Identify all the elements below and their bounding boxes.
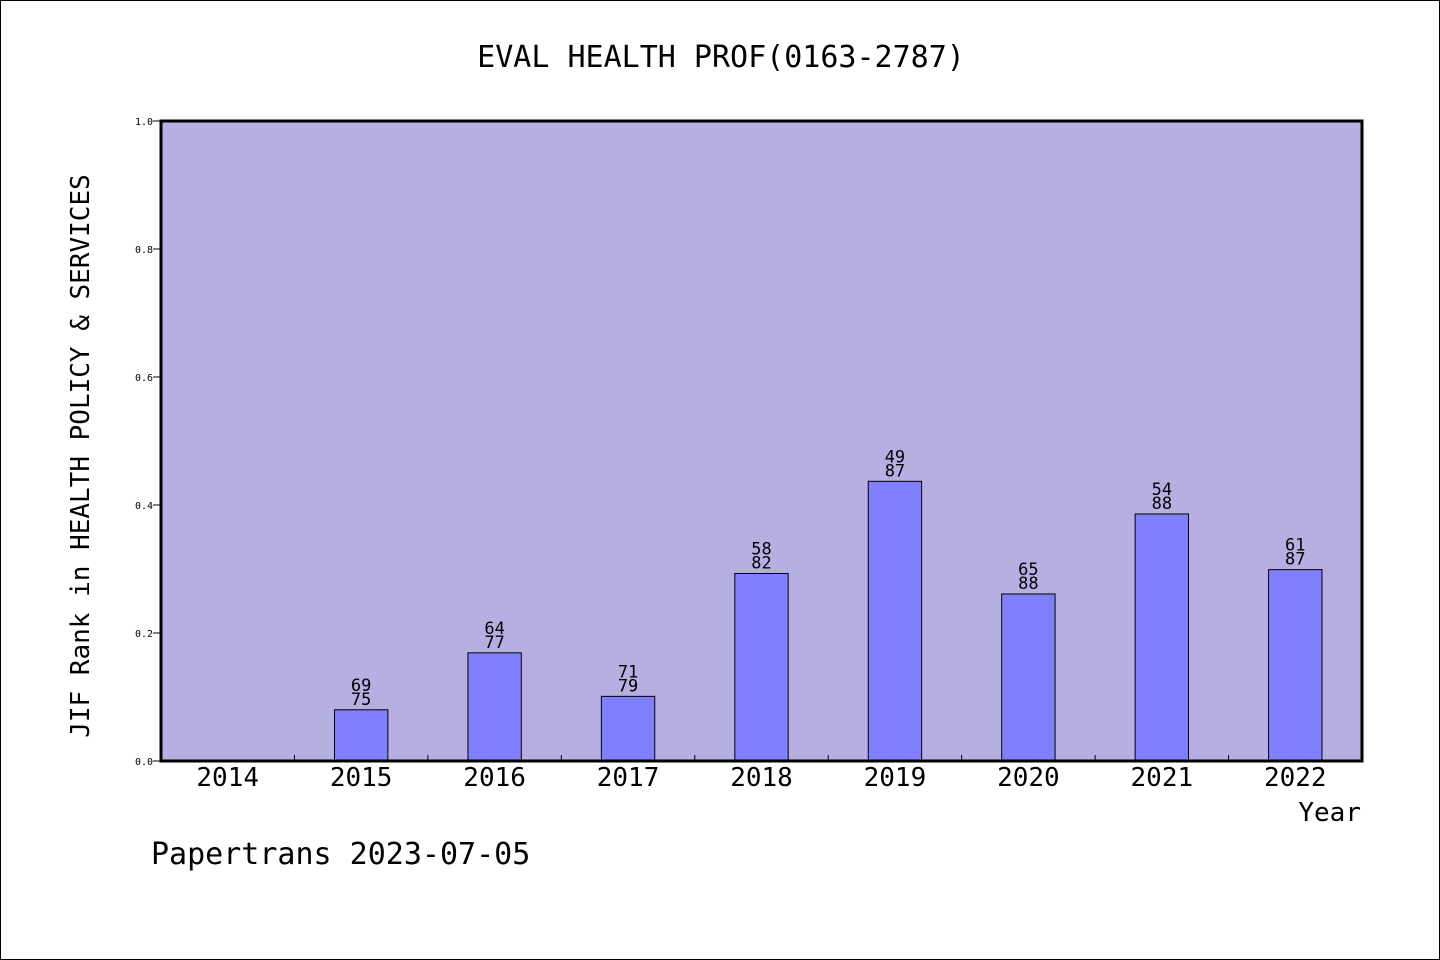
bar-rank-label: 61 xyxy=(1285,536,1305,556)
bar-total-label: 82 xyxy=(751,553,771,573)
y-axis-label: JIF Rank in HEALTH POLICY & SERVICES xyxy=(66,174,96,738)
x-tick-label: 2022 xyxy=(1264,763,1327,793)
y-tick-label: 0.2 xyxy=(135,629,153,640)
x-tick-label: 2019 xyxy=(864,763,927,793)
x-tick-label: 2014 xyxy=(196,763,259,793)
bar-total-label: 77 xyxy=(484,633,504,653)
bar-total-label: 75 xyxy=(351,690,371,710)
plot-border xyxy=(159,119,1364,763)
y-tick-label: 1.0 xyxy=(135,117,153,128)
y-tick-label: 0.0 xyxy=(135,757,153,768)
x-tick-label: 2016 xyxy=(463,763,526,793)
x-tick-label: 2018 xyxy=(730,763,793,793)
x-ticks-group: 2014 2015 2016 2017 2018 2019 2020 2021 2022 xyxy=(196,755,1327,793)
y-tick-label: 0.6 xyxy=(135,373,153,384)
bar-rank-label: 71 xyxy=(618,662,638,682)
bar-total-label: 87 xyxy=(885,461,905,481)
x-tick-label: 2020 xyxy=(997,763,1060,793)
bar xyxy=(467,652,522,762)
footer-text: Papertrans 2023-07-05 xyxy=(151,837,530,872)
bar-total-label: 87 xyxy=(1285,550,1305,570)
x-axis-label: Year xyxy=(1298,798,1361,828)
bar-total-label: 88 xyxy=(1018,574,1038,594)
bar xyxy=(867,480,923,762)
bars-group xyxy=(333,480,1323,762)
y-ticks-group: 0.0 0.2 0.4 0.6 0.8 1.0 xyxy=(135,117,161,768)
bar xyxy=(1134,513,1190,762)
bar-rank-label: 65 xyxy=(1018,560,1038,580)
bar xyxy=(600,695,656,762)
x-tick-label: 2021 xyxy=(1131,763,1194,793)
x-tick-label: 2015 xyxy=(330,763,393,793)
bar-rank-label: 69 xyxy=(351,676,371,696)
bar xyxy=(1268,569,1323,762)
bar-total-label: 79 xyxy=(618,676,638,696)
bar-rank-label: 64 xyxy=(484,619,504,639)
chart-title: EVAL HEALTH PROF(0163-2787) xyxy=(477,40,965,75)
bar-total-label: 88 xyxy=(1152,494,1172,514)
bar xyxy=(333,709,389,762)
y-tick-label: 0.8 xyxy=(135,245,153,256)
y-tick-label: 0.4 xyxy=(135,501,153,512)
bar xyxy=(1001,593,1056,762)
bar-rank-label: 49 xyxy=(885,447,905,467)
bar xyxy=(734,572,789,762)
bar-rank-label: 54 xyxy=(1152,480,1172,500)
x-tick-label: 2017 xyxy=(597,763,660,793)
bar-rank-label: 58 xyxy=(751,539,771,559)
